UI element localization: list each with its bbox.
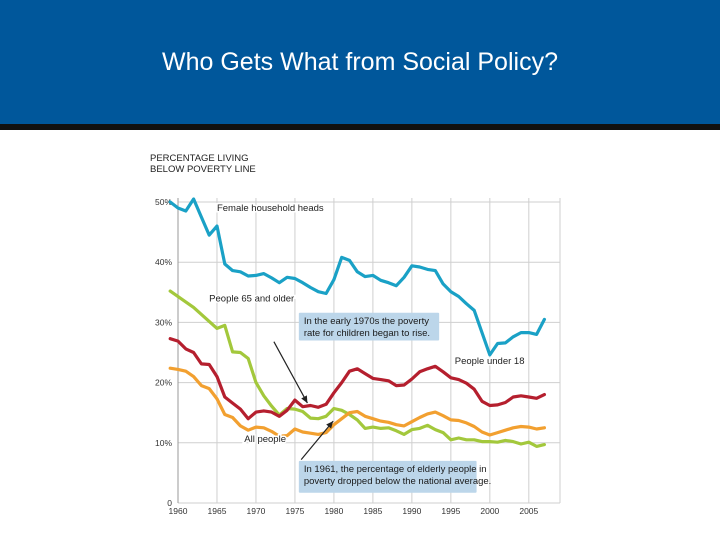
x-tick-label: 2005	[519, 506, 538, 516]
y-tick-label: 20%	[155, 378, 172, 388]
title-banner	[0, 0, 720, 124]
series-line-female-household-heads	[168, 197, 546, 357]
y-tick-label: 0	[167, 498, 172, 508]
annotation-box	[298, 312, 440, 341]
x-tick-label: 1985	[363, 506, 382, 516]
series-label: Female household heads	[217, 203, 324, 214]
chart-grid	[177, 198, 561, 504]
y-tick-label: 30%	[155, 317, 172, 327]
chart-axes: 1960 1965 1970 1975 1980 1985 1990 1995 2000 2005…	[150, 153, 539, 516]
y-tick-label: 10%	[155, 438, 172, 448]
annotation-text: In 1961, the percentage of elderly peopl…	[304, 464, 487, 475]
chart-series	[168, 197, 546, 448]
series-line-all-people	[168, 366, 546, 438]
annotation-text: poverty dropped below the national avera…	[304, 476, 492, 487]
x-tick-label: 1975	[285, 506, 304, 516]
annotation-arrowhead	[326, 421, 334, 429]
series-line-people-under-18	[168, 337, 546, 421]
x-tick-label: 1970	[246, 506, 265, 516]
annotation-text: rate for children began to rise.	[304, 328, 430, 339]
x-tick-label: 2000	[480, 506, 499, 516]
annotation-arrowhead	[301, 395, 308, 404]
x-tick-label: 1990	[402, 506, 421, 516]
y-tick-label: 50%	[155, 197, 172, 207]
series-label: People under 18	[455, 356, 525, 367]
x-tick-label: 1965	[208, 506, 227, 516]
annotation-text: In the early 1970s the poverty	[304, 316, 429, 327]
annotation-box	[298, 460, 477, 493]
banner-divider	[0, 124, 720, 130]
slide-title: Who Gets What from Social Policy?	[162, 48, 558, 76]
annotation-arrow	[273, 341, 308, 404]
y-axis-title: BELOW POVERTY LINE	[150, 164, 256, 175]
series-label: All people	[244, 434, 286, 445]
x-tick-label: 1980	[324, 506, 343, 516]
y-tick-label: 40%	[155, 257, 172, 267]
y-axis-title: PERCENTAGE LIVING	[150, 153, 249, 164]
chart-labels: Female household heads People 65 and olde…	[208, 202, 526, 447]
x-tick-label: 1995	[441, 506, 460, 516]
series-label: People 65 and older	[209, 293, 294, 304]
annotation-arrow	[300, 420, 334, 461]
series-line-people-65-and-older	[168, 289, 546, 448]
x-tick-label: 1960	[169, 506, 188, 516]
